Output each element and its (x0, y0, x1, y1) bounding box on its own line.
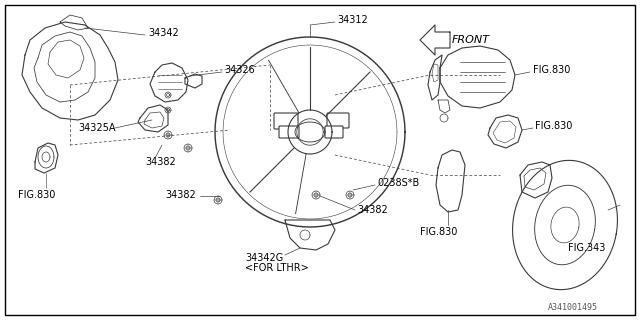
Text: 34325A: 34325A (78, 123, 115, 133)
Text: <FOR LTHR>: <FOR LTHR> (245, 263, 308, 273)
Text: 34312: 34312 (337, 15, 368, 25)
FancyBboxPatch shape (325, 126, 343, 138)
Text: FIG.830: FIG.830 (533, 65, 570, 75)
Text: FIG.830: FIG.830 (18, 190, 56, 200)
FancyBboxPatch shape (274, 113, 298, 129)
FancyBboxPatch shape (327, 113, 349, 128)
Text: 0238S*B: 0238S*B (377, 178, 419, 188)
Text: FIG.830: FIG.830 (535, 121, 572, 131)
Text: 34382: 34382 (145, 157, 176, 167)
Text: 34342: 34342 (148, 28, 179, 38)
Text: 34382: 34382 (165, 190, 196, 200)
Text: FIG.343: FIG.343 (568, 243, 605, 253)
Text: 34342G: 34342G (245, 253, 284, 263)
Text: FIG.830: FIG.830 (420, 227, 458, 237)
Text: FRONT: FRONT (452, 35, 490, 45)
FancyBboxPatch shape (279, 126, 299, 138)
Text: 34382: 34382 (357, 205, 388, 215)
Text: 34326: 34326 (224, 65, 255, 75)
Text: A341001495: A341001495 (548, 303, 598, 313)
